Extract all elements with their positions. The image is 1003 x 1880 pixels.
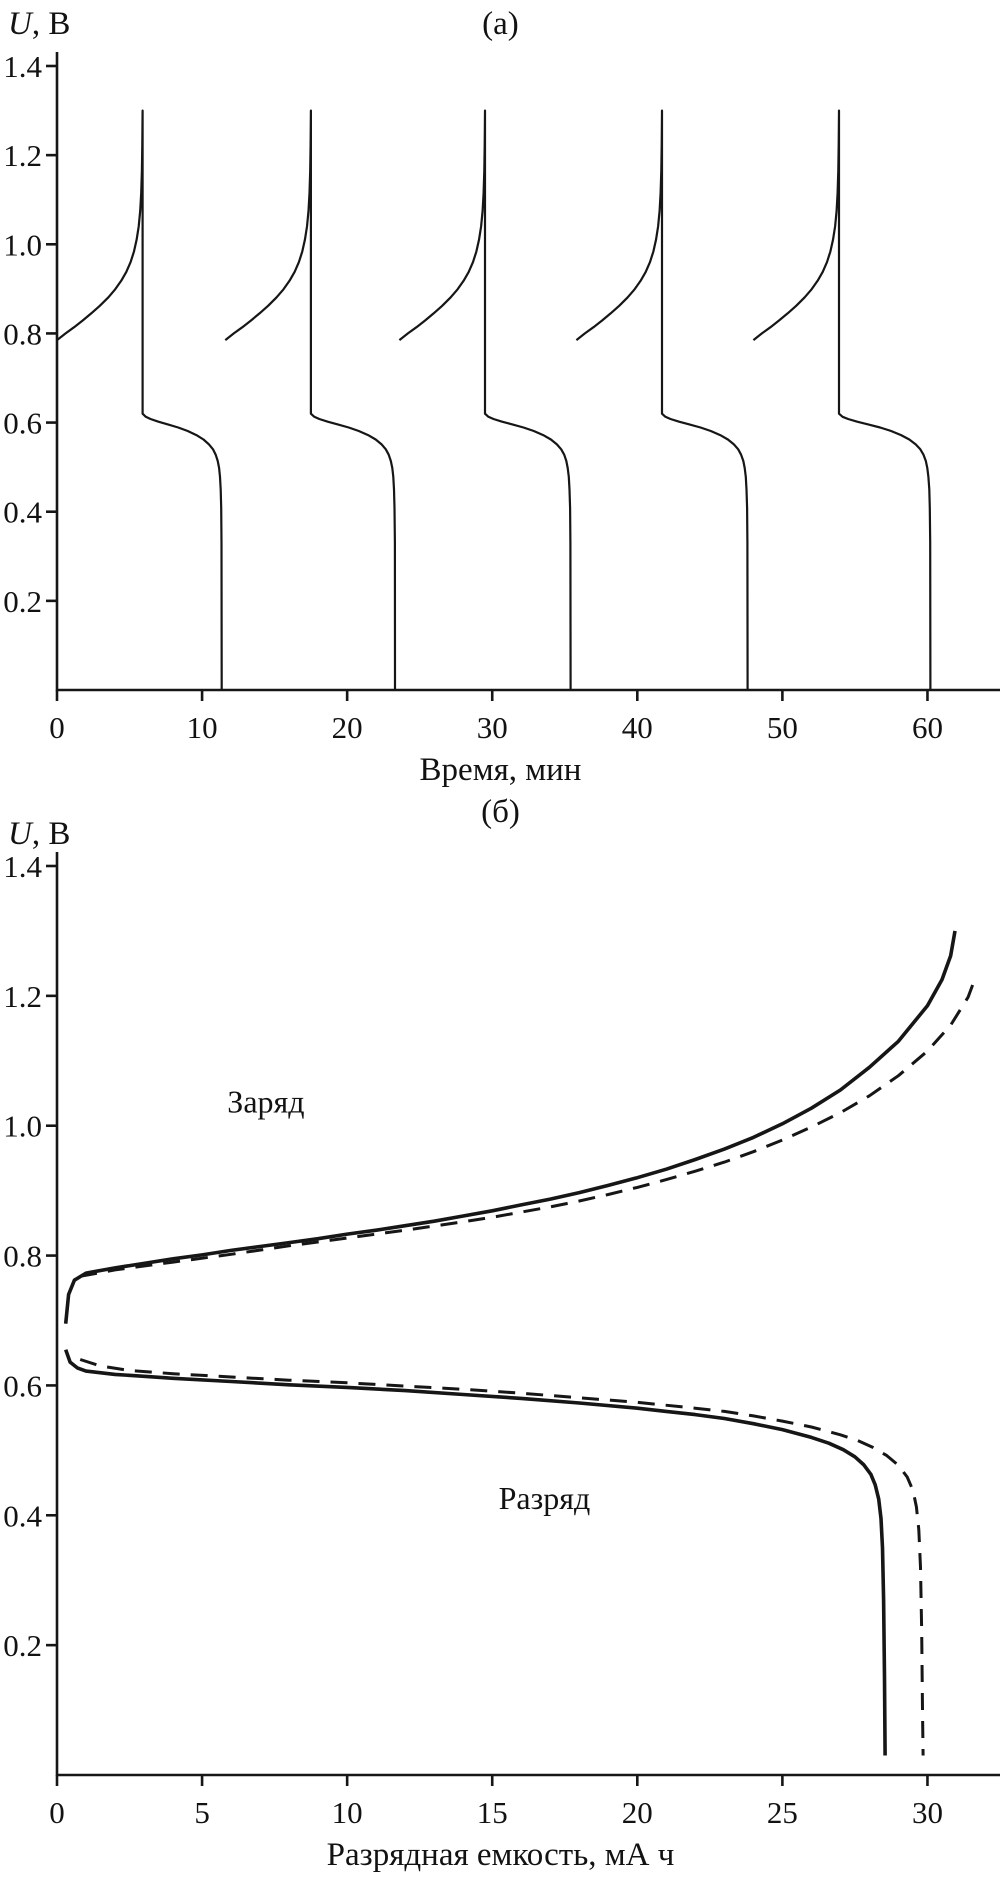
y-tick-label: 1.0: [3, 227, 42, 262]
x-tick-label: 10: [187, 710, 218, 745]
y-axis-label: U, В: [8, 816, 70, 852]
series-cycle-3: [398, 109, 572, 691]
y-tick-label: 0.6: [3, 1368, 42, 1403]
x-tick-label: 20: [332, 710, 363, 745]
label-charge: Заряд: [227, 1084, 304, 1120]
x-axis-label: Разрядная емкость, мА ч: [327, 1837, 675, 1873]
series-discharge-dashed: [79, 1358, 925, 1756]
y-tick-label: 0.8: [3, 316, 42, 351]
y-tick-label: 1.2: [3, 138, 42, 173]
x-tick-label: 20: [622, 1795, 653, 1830]
chart-title: (а): [482, 6, 519, 42]
axis-lines: [55, 52, 1000, 692]
axis-lines: [55, 852, 1000, 1777]
y-tick-label: 1.4: [3, 49, 42, 84]
chart-title: (б): [481, 794, 520, 830]
label-discharge: Разряд: [499, 1480, 591, 1516]
x-tick-label: 25: [767, 1795, 798, 1830]
y-tick-label: 0.2: [3, 584, 42, 619]
x-tick-label: 30: [477, 710, 508, 745]
series-cycle-5: [752, 109, 932, 691]
x-tick-label: 15: [477, 1795, 508, 1830]
x-tick-label: 0: [49, 1795, 65, 1830]
chart-b-canvas: 0.2 0.4 0.6 0.8 1.0 1.2 1.4 0 5 10 15 20 25 30 (б) U, В…: [0, 790, 1003, 1880]
chart-a: 0.2 0.4 0.6 0.8 1.0 1.2 1.4 0 10 20 30 40 50 60 (а) U, …: [0, 0, 1003, 790]
x-tick-label: 50: [767, 710, 798, 745]
y-axis-label: U, В: [8, 6, 70, 42]
x-tick-label: 5: [194, 1795, 210, 1830]
series-charge-solid: [63, 930, 957, 1324]
x-tick-label: 10: [332, 1795, 363, 1830]
y-tick-label: 0.8: [3, 1239, 42, 1274]
y-tick-label: 0.6: [3, 406, 42, 441]
series-discharge-solid: [64, 1349, 887, 1756]
x-tick-label: 30: [912, 1795, 943, 1830]
series-charge-dashed: [79, 981, 976, 1278]
y-tick-label: 0.4: [3, 495, 42, 530]
x-tick-label: 40: [622, 710, 653, 745]
y-tick-label: 1.2: [3, 979, 42, 1014]
y-tick-label: 1.0: [3, 1109, 42, 1144]
series-cycle-2: [224, 109, 397, 691]
y-tick-label: 0.4: [3, 1498, 42, 1533]
chart-a-canvas: 0.2 0.4 0.6 0.8 1.0 1.2 1.4 0 10 20 30 40 50 60 (а) U, …: [0, 0, 1003, 790]
series-cycle-1: [56, 109, 223, 691]
x-tick-label: 60: [912, 710, 943, 745]
y-tick-label: 1.4: [3, 849, 42, 884]
x-axis-label: Время, мин: [420, 752, 582, 788]
series-cycle-4: [575, 109, 749, 691]
chart-b: 0.2 0.4 0.6 0.8 1.0 1.2 1.4 0 5 10 15 20 25 30 (б) U, В…: [0, 790, 1003, 1880]
x-tick-label: 0: [49, 710, 65, 745]
y-tick-label: 0.2: [3, 1628, 42, 1663]
